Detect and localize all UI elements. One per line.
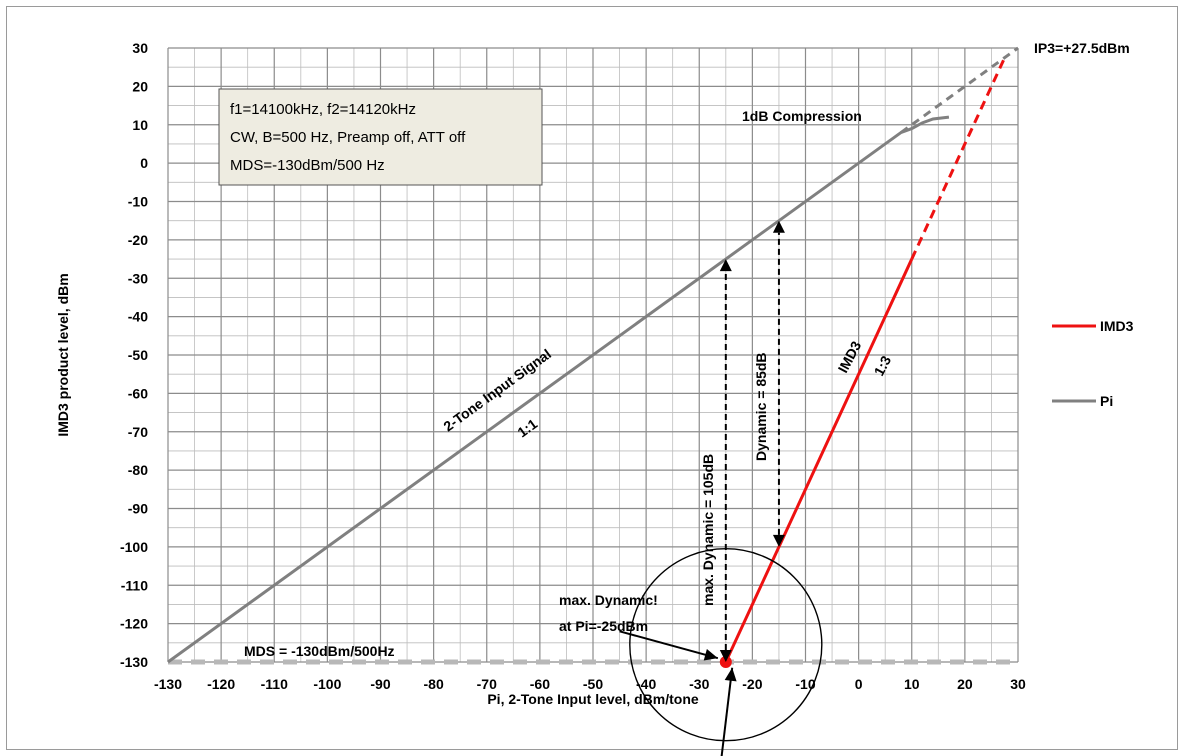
y-tick-label: -10: [128, 194, 148, 210]
info-line-2: CW, B=500 Hz, Preamp off, ATT off: [230, 129, 466, 146]
y-tick-label: -70: [128, 424, 148, 440]
info-line-3: MDS=-130dBm/500 Hz: [230, 157, 385, 174]
y-tick-label: -50: [128, 347, 148, 363]
x-tick-label: -20: [742, 676, 762, 692]
y-tick-label: 30: [132, 40, 148, 56]
max-dynamic-note-line-1: max. Dynamic!: [559, 592, 658, 608]
pointer-arrow-bottom: [720, 667, 734, 756]
x-tick-label: 0: [855, 676, 863, 692]
series-layer: [167, 46, 1019, 742]
x-tick-label: -120: [207, 676, 235, 692]
tick-labels: -130 -120 -110 -100 -90 -80 -70 -60 -50 -40 -30 -20…: [120, 40, 1026, 692]
ip3-label: IP3=+27.5dBm: [1034, 40, 1130, 56]
imd3-series-line: [724, 258, 914, 663]
x-tick-label: 30: [1010, 676, 1026, 692]
pointer-arrow-head: [724, 667, 737, 682]
y-tick-label: -60: [128, 385, 148, 401]
dynamic-85-label: Dynamic = 85dB: [753, 352, 769, 461]
x-axis-title: Pi, 2-Tone Input level, dBm/tone: [487, 691, 699, 707]
y-tick-label: -120: [120, 616, 148, 632]
legend: IMD3 Pi: [1052, 318, 1134, 409]
arrow-head: [772, 220, 785, 233]
x-tick-label: -100: [313, 676, 341, 692]
compression-label: 1dB Compression: [742, 108, 862, 124]
y-tick-label: -110: [121, 577, 148, 593]
imd3-extrapolation: [910, 56, 1007, 260]
arrow-head: [772, 534, 785, 547]
y-tick-label: -20: [128, 232, 148, 248]
x-tick-label: 10: [904, 676, 920, 692]
x-tick-label: -10: [795, 676, 815, 692]
x-tick-label: 20: [957, 676, 973, 692]
mds-label: MDS = -130dBm/500Hz: [244, 643, 395, 659]
info-box: f1=14100kHz, f2=14120kHz CW, B=500 Hz, P…: [218, 88, 543, 186]
y-tick-label: -40: [128, 309, 148, 325]
x-tick-label: -60: [530, 676, 550, 692]
chart-frame: [6, 6, 1178, 750]
pointer-arrow-left: [619, 630, 719, 660]
y-tick-label: 20: [132, 78, 148, 94]
y-tick-label: -90: [128, 501, 148, 517]
y-axis-title: IMD3 product level, dBm: [55, 273, 71, 436]
legend-label-pi: Pi: [1100, 393, 1113, 409]
x-tick-label: -70: [477, 676, 497, 692]
x-tick-label: -110: [261, 676, 288, 692]
y-tick-label: 0: [140, 155, 148, 171]
x-tick-label: -130: [154, 676, 182, 692]
y-tick-label: -30: [128, 270, 148, 286]
y-tick-label: -80: [128, 462, 148, 478]
info-line-1: f1=14100kHz, f2=14120kHz: [230, 101, 416, 118]
y-tick-label: -100: [120, 539, 148, 555]
max-dynamic-label: max. Dynamic = 105dB: [700, 454, 716, 606]
max-dynamic-note-line-2: at Pi=-25dBm: [559, 618, 648, 634]
x-tick-label: -30: [689, 676, 709, 692]
arrow-head: [719, 650, 732, 662]
arrow-head: [719, 259, 732, 272]
input-signal-label: 2-Tone Input Signal: [440, 346, 554, 435]
legend-label-imd3: IMD3: [1100, 318, 1134, 334]
x-tick-label: -80: [424, 676, 444, 692]
x-tick-label: -90: [370, 676, 390, 692]
arrow-layer: [619, 220, 785, 756]
pointer-arrow-head: [703, 648, 718, 661]
y-tick-label: 10: [132, 117, 148, 133]
y-tick-label: -130: [120, 654, 148, 670]
ratio-1-1-label: 1:1: [514, 415, 540, 440]
pi-extrapolation: [900, 46, 1019, 134]
x-tick-label: -40: [636, 676, 656, 692]
x-tick-label: -50: [583, 676, 603, 692]
